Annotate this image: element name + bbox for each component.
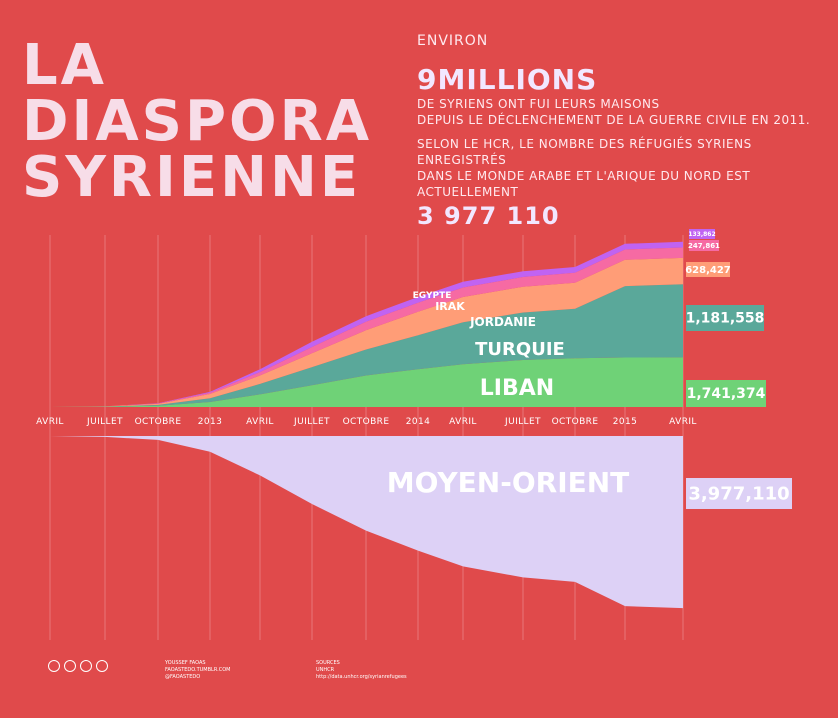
intro-line-4: DANS LE MONDE ARABE ET L'ARIQUE DU NORD … [417, 169, 751, 199]
credit-line-1: YOUSSEF FAOAS [165, 660, 206, 666]
x-axis-ticks: AVRIL JUILLET OCTOBRE 2013 AVRIL JUILLET OCTOB… [36, 417, 697, 427]
tick-12: AVRIL [669, 417, 697, 427]
tick-1: JUILLET [86, 417, 123, 427]
series-label-liban: LIBAN [480, 376, 554, 401]
infographic-title: LA DIASPORA SYRIENNE [22, 38, 372, 206]
area-moyen-orient [50, 436, 683, 609]
value-label-bg-1 [689, 240, 719, 251]
series-label-egypte: EGYPTE [413, 291, 452, 301]
credits: YOUSSEF FAOAS FAOASTEDO.TUMBLR.COM @FAOA… [165, 660, 230, 681]
value-label-5: 3,977,110 [688, 484, 789, 505]
sources-link: http://data.unhcr.org/syrianrefugees [316, 674, 407, 680]
series-label-irak: IRAK [435, 300, 465, 313]
tick-4: AVRIL [246, 417, 274, 427]
credit-line-3: @FAOASTEDO [165, 674, 201, 680]
intro-text: ENVIRON 9MILLIONS DE SYRIENS ONT FUI LEU… [417, 30, 838, 230]
value-label-bg-0 [689, 229, 715, 239]
area-jordanie [50, 257, 683, 407]
license-icons [48, 660, 108, 672]
environ-label: ENVIRON [417, 33, 489, 49]
headline-nine-millions: 9MILLIONS [417, 63, 598, 96]
area-liban [50, 357, 683, 407]
tick-8: AVRIL [449, 417, 477, 427]
area-irak [50, 247, 683, 407]
cc-icon [48, 660, 60, 672]
value-label-bg-5 [686, 478, 792, 509]
tick-9: JUILLET [504, 417, 541, 427]
value-label-bg-2 [686, 262, 730, 277]
title-line-la: LA [22, 33, 108, 98]
sources: SOURCES UNHCR http://data.unhcr.org/syri… [316, 660, 407, 681]
intro-line-1: DE SYRIENS ONT FUI LEURS MAISONS [417, 97, 660, 111]
value-labels: 133,862 247,861 628,427 1,181,558 1,741,374 3… [685, 229, 792, 509]
total-series-label: MOYEN-ORIENT [387, 466, 630, 499]
tick-3: 2013 [198, 417, 223, 427]
tick-7: 2014 [406, 417, 431, 427]
value-label-0: 133,862 [688, 231, 715, 238]
tick-6: OCTOBRE [343, 417, 390, 427]
series-label-turquie: TURQUIE [475, 339, 565, 360]
value-label-3: 1,181,558 [686, 311, 765, 327]
intro-line-2: DEPUIS LE DÉCLENCHEMENT DE LA GUERRE CIV… [417, 113, 811, 127]
series-label-jordanie: JORDANIE [469, 315, 536, 329]
credit-line-2: FAOASTEDO.TUMBLR.COM [165, 667, 231, 673]
intro-line-3: SELON LE HCR, LE NOMBRE DES RÉFUGIÉS SYR… [417, 137, 752, 167]
share-icon [96, 660, 108, 672]
value-label-2: 628,427 [685, 265, 731, 276]
attribution-icon [64, 660, 76, 672]
tick-2: OCTOBRE [135, 417, 182, 427]
country-areas [50, 241, 683, 407]
tick-11: 2015 [613, 417, 638, 427]
area-turquie [50, 284, 683, 407]
value-label-bg-3 [686, 305, 764, 331]
value-label-1: 247,861 [688, 242, 720, 250]
intro-total: 3 977 110 [417, 202, 560, 230]
tick-5: JUILLET [293, 417, 330, 427]
sources-title: SOURCES [316, 660, 340, 666]
total-area: MOYEN-ORIENT [50, 436, 683, 609]
title-line-syrienne: SYRIENNE [22, 145, 362, 210]
value-label-4: 1,741,374 [687, 386, 766, 402]
tick-10: OCTOBRE [552, 417, 599, 427]
value-label-bg-4 [686, 380, 766, 407]
title-line-diaspora: DIASPORA [22, 89, 373, 154]
noncommercial-icon [80, 660, 92, 672]
tick-0: AVRIL [36, 417, 64, 427]
sources-unhcr: UNHCR [316, 667, 335, 673]
